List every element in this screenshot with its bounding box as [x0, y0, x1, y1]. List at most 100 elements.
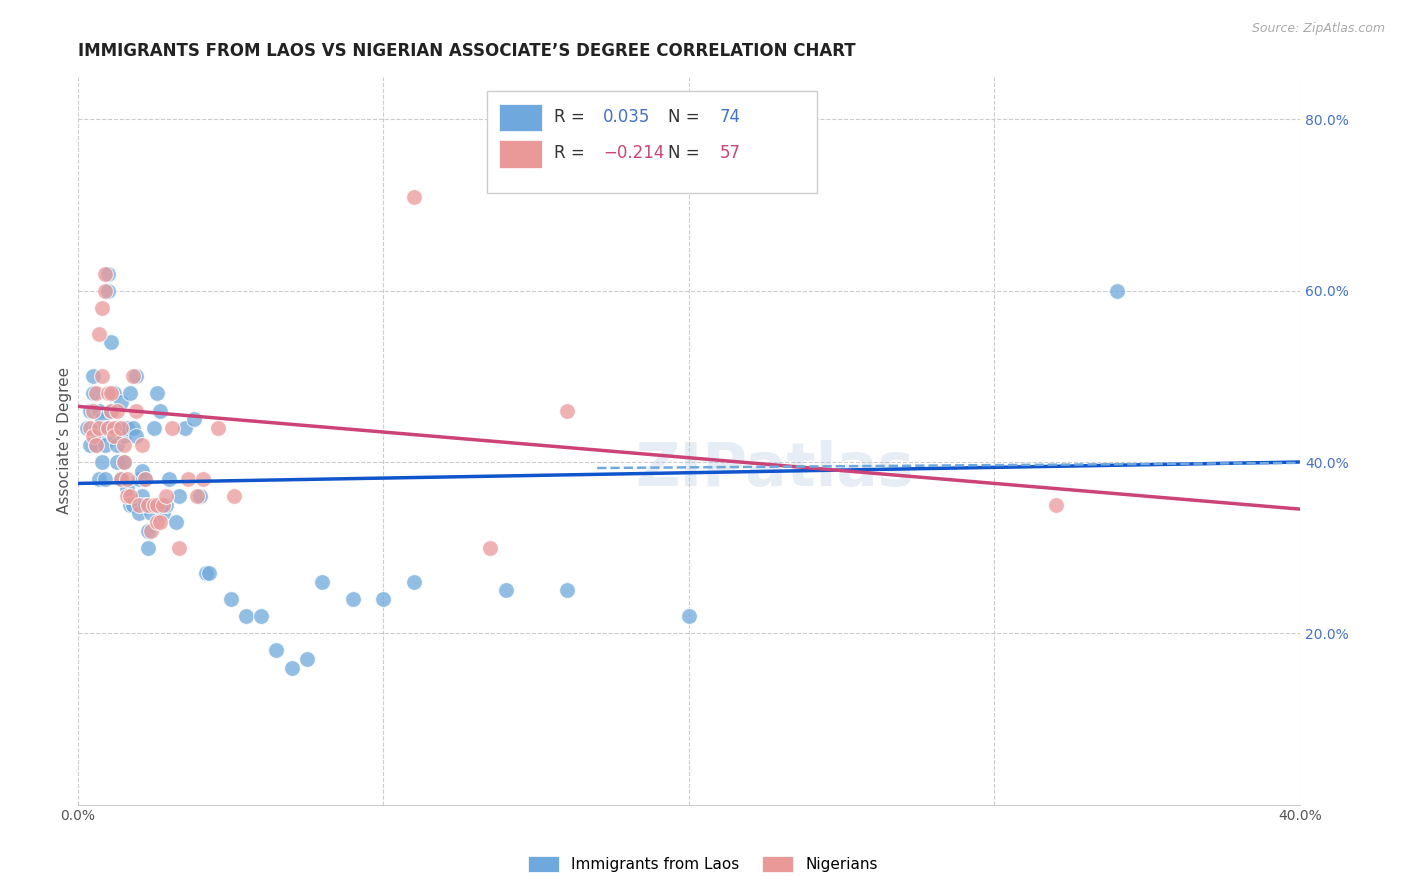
Point — [121, 498, 143, 512]
Point — [165, 515, 187, 529]
Point — [82, 429, 104, 443]
Point — [128, 498, 150, 512]
Point — [89, 403, 111, 417]
Point — [107, 421, 129, 435]
Point — [131, 438, 153, 452]
Point — [128, 472, 150, 486]
Point — [402, 189, 425, 203]
Text: 57: 57 — [720, 144, 741, 162]
Point — [149, 515, 172, 529]
Point — [139, 507, 162, 521]
Point — [136, 498, 159, 512]
Point — [103, 421, 125, 435]
Point — [112, 429, 135, 443]
Point — [103, 429, 125, 443]
Point — [84, 421, 107, 435]
Point — [89, 429, 111, 443]
Point — [94, 472, 117, 486]
Point — [118, 489, 141, 503]
Point — [94, 421, 117, 435]
Point — [128, 507, 150, 521]
Point — [89, 421, 111, 435]
Point — [97, 284, 120, 298]
Point — [79, 438, 101, 452]
Point — [136, 541, 159, 555]
Point — [121, 369, 143, 384]
Point — [295, 652, 318, 666]
Point — [97, 267, 120, 281]
Point — [678, 609, 700, 624]
Point — [118, 498, 141, 512]
Point — [250, 609, 273, 624]
Point — [152, 498, 174, 512]
Point — [91, 455, 114, 469]
Point — [1045, 498, 1067, 512]
Point — [82, 403, 104, 417]
Point — [162, 421, 184, 435]
Point — [100, 335, 122, 350]
Point — [115, 421, 138, 435]
Text: N =: N = — [668, 144, 704, 162]
Point — [91, 369, 114, 384]
Point — [157, 472, 180, 486]
Point — [186, 489, 208, 503]
Point — [139, 524, 162, 538]
Text: 74: 74 — [720, 108, 741, 126]
Point — [198, 566, 221, 581]
Point — [134, 472, 156, 486]
Point — [115, 472, 138, 486]
Point — [84, 386, 107, 401]
Point — [100, 386, 122, 401]
Point — [97, 421, 120, 435]
Point — [84, 438, 107, 452]
Point — [266, 643, 288, 657]
Point — [146, 498, 169, 512]
Point — [149, 403, 172, 417]
Point — [97, 386, 120, 401]
Point — [146, 386, 169, 401]
Point — [112, 455, 135, 469]
Point — [79, 421, 101, 435]
Point — [115, 489, 138, 503]
Point — [311, 574, 333, 589]
Point — [131, 489, 153, 503]
Point — [94, 284, 117, 298]
Point — [191, 472, 214, 486]
Point — [112, 438, 135, 452]
Legend: Immigrants from Laos, Nigerians: Immigrants from Laos, Nigerians — [520, 848, 886, 880]
Point — [373, 592, 395, 607]
Point — [167, 541, 190, 555]
Text: R =: R = — [554, 144, 591, 162]
Point — [709, 172, 731, 186]
Point — [110, 421, 132, 435]
Point — [555, 403, 578, 417]
Point — [103, 386, 125, 401]
Point — [131, 464, 153, 478]
Point — [125, 369, 148, 384]
Point — [555, 583, 578, 598]
Point — [177, 472, 200, 486]
Point — [155, 498, 177, 512]
Point — [1105, 284, 1128, 298]
Point — [143, 498, 166, 512]
Point — [107, 455, 129, 469]
Point — [118, 386, 141, 401]
Point — [97, 421, 120, 435]
Text: ZIPatlas: ZIPatlas — [636, 441, 914, 500]
Point — [107, 403, 129, 417]
Y-axis label: Associate’s Degree: Associate’s Degree — [58, 367, 72, 514]
Point — [110, 472, 132, 486]
Point — [280, 660, 302, 674]
Point — [222, 489, 245, 503]
Point — [76, 421, 98, 435]
Point — [79, 403, 101, 417]
Point — [173, 421, 195, 435]
Point — [100, 403, 122, 417]
Point — [183, 412, 205, 426]
Text: N =: N = — [668, 108, 704, 126]
Point — [125, 403, 148, 417]
Text: R =: R = — [554, 108, 591, 126]
Point — [219, 592, 242, 607]
Text: −0.214: −0.214 — [603, 144, 665, 162]
Point — [188, 489, 211, 503]
